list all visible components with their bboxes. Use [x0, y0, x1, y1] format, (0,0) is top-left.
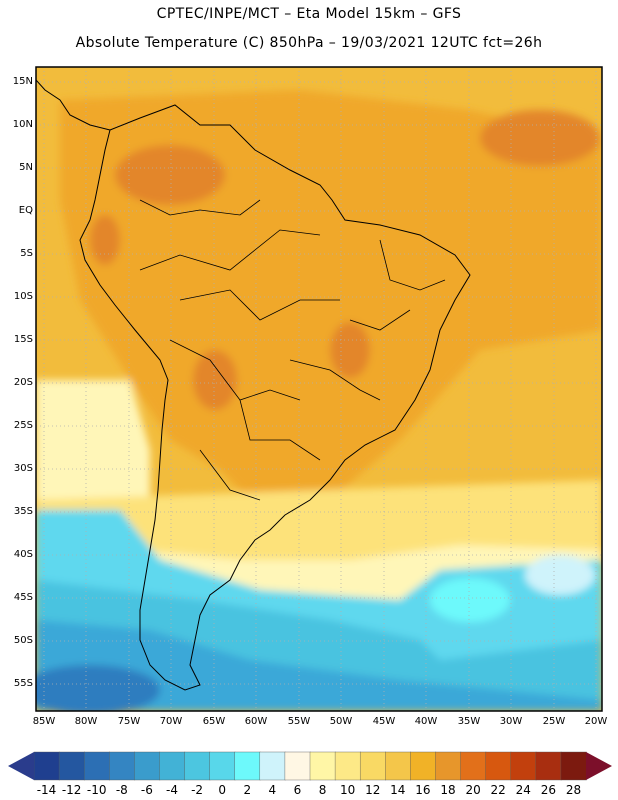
lon-label: 80W	[74, 716, 98, 727]
lat-label: 10N	[12, 119, 33, 130]
lon-label: 40W	[414, 716, 438, 727]
colorbar-label: 8	[318, 783, 327, 797]
colorbar-label: 24	[515, 783, 531, 797]
lat-label: 20S	[13, 377, 33, 388]
colorbar-label: -2	[191, 783, 204, 797]
field-dark-orange-chaco	[193, 350, 237, 410]
colorbar-label: -14	[36, 783, 57, 797]
field-blue-south	[36, 620, 602, 711]
lon-label: 50W	[329, 716, 353, 727]
lat-label: 55S	[13, 678, 33, 689]
field-pale-cyan	[525, 555, 595, 595]
colorbar-label: 18	[440, 783, 456, 797]
colorbar-label: -8	[115, 783, 128, 797]
lat-label: 25S	[13, 420, 33, 431]
colorbar-label: 4	[268, 783, 277, 797]
map-frame	[35, 66, 603, 712]
field-dark-orange-andes	[90, 215, 120, 265]
colorbar-label: 16	[415, 783, 431, 797]
colorbar-label: 26	[540, 783, 556, 797]
colorbar-label: 12	[365, 783, 381, 797]
colorbar-label: 6	[293, 783, 302, 797]
chart-title-line-1: CPTEC/INPE/MCT – Eta Model 15km – GFS	[156, 6, 462, 22]
colorbar-label: -4	[166, 783, 178, 797]
colorbar-label: 20	[465, 783, 481, 797]
colorbar-label: 28	[565, 783, 582, 797]
temperature-field	[36, 67, 602, 711]
lon-label: 60W	[244, 716, 268, 727]
lon-label: 45W	[372, 716, 396, 727]
south-america-coastline	[79, 104, 471, 691]
colorbar-label: -10	[86, 783, 107, 797]
lon-label: 20W	[584, 716, 608, 727]
colorbar-label: 10	[339, 783, 356, 797]
lat-label: 30S	[13, 463, 33, 474]
field-dark-orange-goias	[330, 322, 370, 378]
lon-label: 65W	[202, 716, 226, 727]
lat-label: 35S	[13, 506, 33, 517]
colorbar-label: 0	[218, 783, 226, 797]
lat-label: 50S	[13, 635, 33, 646]
lon-label: 70W	[159, 716, 183, 727]
map-grid	[36, 67, 602, 711]
lon-label: 75W	[117, 716, 141, 727]
lat-label: 40S	[13, 549, 33, 560]
lat-label: 5N	[19, 162, 33, 173]
lat-label: 5S	[20, 248, 33, 259]
lon-label: 25W	[542, 716, 566, 727]
colorbar-label: -12	[61, 783, 82, 797]
lon-label: 35W	[457, 716, 481, 727]
field-dark-orange-north	[115, 145, 225, 205]
country-borders	[139, 199, 446, 501]
lat-label: 15N	[12, 76, 33, 87]
lon-label: 85W	[32, 716, 56, 727]
colorbar-label: -6	[140, 783, 153, 797]
colorbar-label: 14	[390, 783, 406, 797]
field-deep-blue	[36, 665, 160, 711]
lon-label: 55W	[287, 716, 311, 727]
central-america-coastline	[36, 79, 111, 131]
lat-label: 15S	[13, 334, 33, 345]
lat-label: 45S	[13, 592, 33, 603]
colorbar-label: 22	[490, 783, 506, 797]
lon-label: 30W	[499, 716, 523, 727]
chart-title-line-2: Absolute Temperature (C) 850hPa – 19/03/…	[75, 35, 543, 51]
lat-label: 10S	[13, 291, 33, 302]
field-bright-cyan	[430, 578, 510, 622]
colorbar-label: 2	[243, 783, 252, 797]
lat-label: EQ	[18, 205, 33, 216]
field-dark-orange-ocean	[480, 110, 600, 166]
